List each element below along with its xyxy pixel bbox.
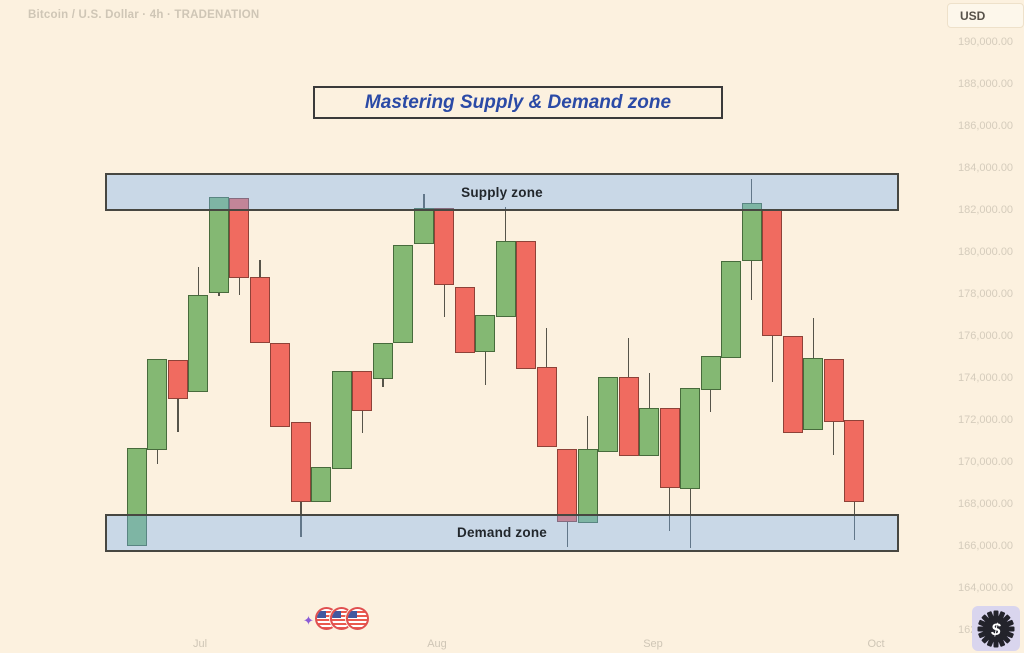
bull-candle-body [393, 245, 414, 344]
bull-candle-body [803, 358, 824, 431]
bear-candle-body [844, 420, 865, 503]
price-tick-label: 176,000.00 [958, 330, 1014, 343]
price-tick-label: 168,000.00 [958, 498, 1014, 511]
flag-canton [317, 611, 326, 618]
time-tick-label: Oct [867, 638, 885, 650]
flag-canton [348, 611, 357, 618]
price-tick-label: 178,000.00 [958, 288, 1014, 301]
price-tick-label: 164,000.00 [958, 582, 1014, 595]
price-tick-label: 166,000.00 [958, 540, 1014, 553]
time-tick-label: Jul [192, 638, 208, 650]
bear-candle-body [249, 277, 270, 344]
bear-candle-body [782, 336, 803, 434]
price-tick-label: 180,000.00 [958, 246, 1014, 259]
bull-candle-body [127, 448, 147, 547]
chart-title-box[interactable]: Mastering Supply & Demand zone [313, 86, 723, 119]
demand-zone-rect[interactable]: Demand zone [105, 514, 899, 552]
bear-candle-body [290, 422, 311, 503]
price-tick-label: 188,000.00 [958, 78, 1014, 91]
price-tick-label: 190,000.00 [958, 36, 1014, 49]
gear-dollar-icon: $ [977, 610, 1015, 647]
bear-candle-body [167, 360, 188, 400]
bear-candle-body [352, 371, 373, 412]
bear-candle-body [557, 449, 578, 523]
bear-candle-body [536, 367, 557, 448]
bear-candle-body [659, 408, 680, 489]
bull-candle-body [495, 241, 516, 318]
price-tick-label: 184,000.00 [958, 162, 1014, 175]
time-tick-label: Aug [427, 638, 447, 650]
bull-candle-body [741, 203, 762, 262]
us-flag-icon [346, 607, 369, 630]
price-tick-label: 170,000.00 [958, 456, 1014, 469]
price-tick-label: 182,000.00 [958, 204, 1014, 217]
bear-candle-body [434, 208, 455, 286]
bull-candle-body [577, 449, 598, 524]
bear-candle-body [516, 241, 537, 370]
currency-scale-button[interactable]: USD [947, 3, 1024, 28]
sparkle-icon: ✦ [303, 613, 314, 628]
price-tick-label: 174,000.00 [958, 372, 1014, 385]
bull-candle-body [639, 408, 660, 457]
settings-button[interactable]: $ [972, 606, 1020, 651]
bull-candle-body [208, 197, 229, 294]
time-tick-label: Sep [643, 638, 663, 650]
price-tick-label: 186,000.00 [958, 120, 1014, 133]
supply-zone-label: Supply zone [461, 184, 543, 200]
currency-label: USD [960, 8, 986, 23]
bull-candle-body [311, 467, 332, 503]
bull-candle-body [372, 343, 393, 380]
demand-zone-label: Demand zone [457, 525, 547, 541]
bull-candle-body [680, 388, 701, 490]
bull-candle-body [700, 356, 721, 391]
flag-canton [332, 611, 341, 618]
bear-candle-body [454, 287, 475, 354]
bull-candle-body [413, 208, 434, 245]
bear-candle-body [229, 198, 250, 279]
svg-text:$: $ [990, 620, 1001, 639]
chart-title: Mastering Supply & Demand zone [364, 91, 672, 113]
bear-candle-body [618, 377, 639, 457]
bear-candle-body [270, 343, 291, 428]
bull-candle-body [331, 371, 352, 470]
bull-candle-body [475, 315, 496, 353]
bull-candle-body [598, 377, 619, 453]
bear-candle-body [762, 209, 783, 337]
bear-candle-body [823, 359, 844, 423]
bull-candle-body [147, 359, 168, 451]
supply-zone-rect[interactable]: Supply zone [105, 173, 899, 212]
flag-sticker-group[interactable]: ✦ [303, 605, 373, 635]
price-tick-label: 172,000.00 [958, 414, 1014, 427]
bull-candle-body [721, 261, 742, 359]
symbol-title[interactable]: Bitcoin / U.S. Dollar · 4h · TRADENATION [28, 9, 260, 21]
bull-candle-body [188, 295, 209, 393]
